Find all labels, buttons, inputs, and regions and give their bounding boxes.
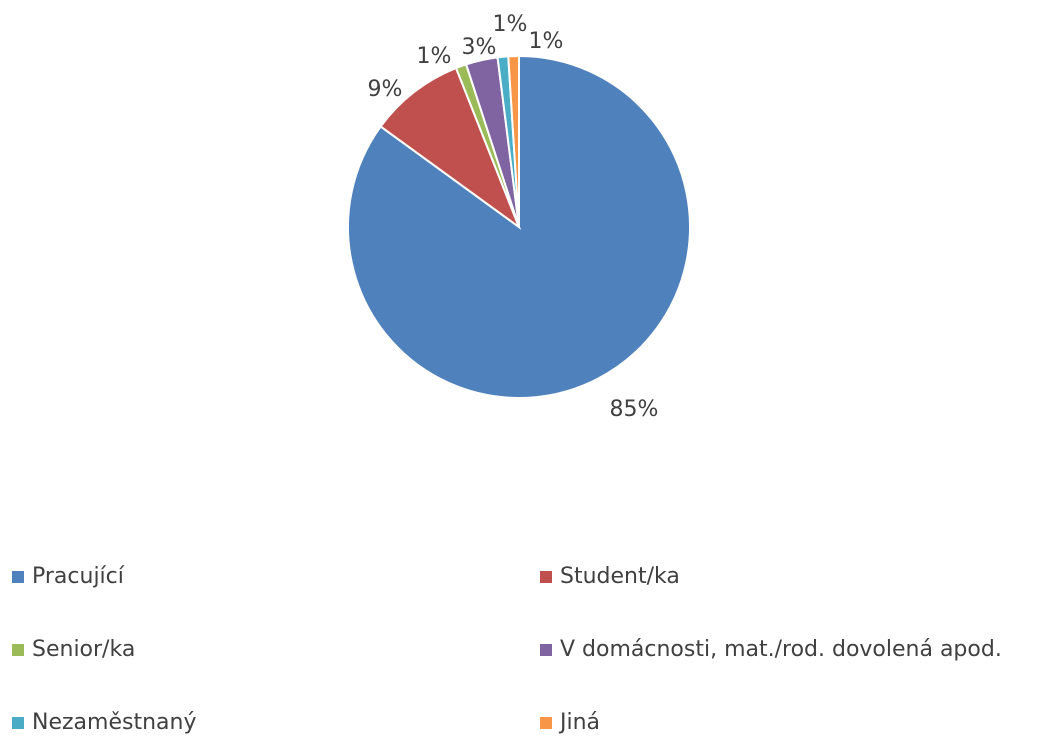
data-label: 9% [368, 77, 403, 102]
legend-label: Jiná [558, 710, 600, 735]
legend-label: Nezaměstnaný [32, 710, 196, 735]
pie-slice [347, 54, 691, 399]
legend-label: V domácnosti, mat./rod. dovolená apod. [560, 637, 1002, 662]
legend-swatch [12, 571, 24, 583]
legend-label: Pracující [32, 564, 125, 589]
legend-swatch [540, 571, 552, 583]
data-label: 3% [462, 35, 497, 60]
legend-label: Senior/ka [32, 637, 135, 662]
legend-label: Student/ka [560, 564, 680, 589]
data-label: 1% [493, 12, 528, 37]
legend-swatch [540, 644, 552, 656]
pie-slice [507, 54, 520, 228]
data-label: 1% [417, 44, 452, 69]
legend-swatch [540, 717, 552, 729]
legend-swatch [12, 644, 24, 656]
legend-swatch [12, 717, 24, 729]
data-label: 85% [610, 397, 659, 422]
pie-slice [379, 66, 522, 230]
data-label: 1% [529, 29, 564, 54]
